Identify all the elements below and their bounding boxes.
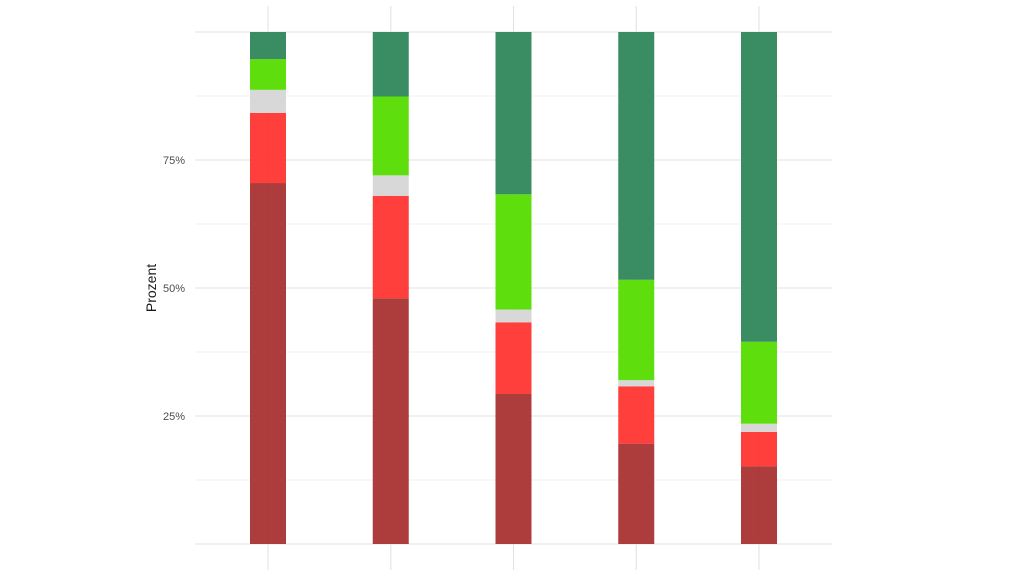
bar-segment-3-4	[495, 194, 532, 310]
y-tick-label: 50%	[163, 283, 185, 295]
bar-segment-2-2	[372, 195, 409, 299]
bar-segment-3-2	[495, 322, 532, 394]
bar-segment-1-1	[250, 183, 286, 545]
bar-segment-4-3	[618, 380, 655, 387]
bar-segment-5-1	[741, 466, 777, 544]
bar-segment-4-4	[618, 279, 655, 381]
bar-segment-4-1	[618, 443, 655, 544]
bar-segment-5-5	[741, 32, 777, 342]
bar-segment-1-2	[250, 112, 286, 184]
bar-segment-3-3	[495, 309, 532, 323]
bar-segment-2-3	[372, 175, 409, 196]
bar-segment-3-5	[495, 32, 532, 195]
bar-segment-1-5	[250, 32, 286, 60]
bar-segment-2-4	[372, 96, 409, 176]
bar-segment-5-3	[741, 423, 777, 432]
bars	[250, 32, 777, 545]
y-tick-label: 75%	[163, 155, 185, 167]
bar-segment-2-1	[372, 298, 409, 544]
bar-segment-5-4	[741, 341, 777, 424]
y-axis-title: Prozent	[143, 264, 159, 312]
bar-segment-5-2	[741, 431, 777, 467]
bar-segment-1-3	[250, 89, 286, 113]
bar-segment-1-4	[250, 59, 286, 90]
y-tick-label: 25%	[163, 411, 185, 423]
bar-segment-4-5	[618, 32, 655, 280]
bar-segment-3-1	[495, 393, 532, 544]
bar-segment-2-5	[372, 32, 409, 97]
bar-segment-4-2	[618, 386, 655, 444]
y-axis-ticks: 25% 50% 75%	[163, 155, 185, 423]
